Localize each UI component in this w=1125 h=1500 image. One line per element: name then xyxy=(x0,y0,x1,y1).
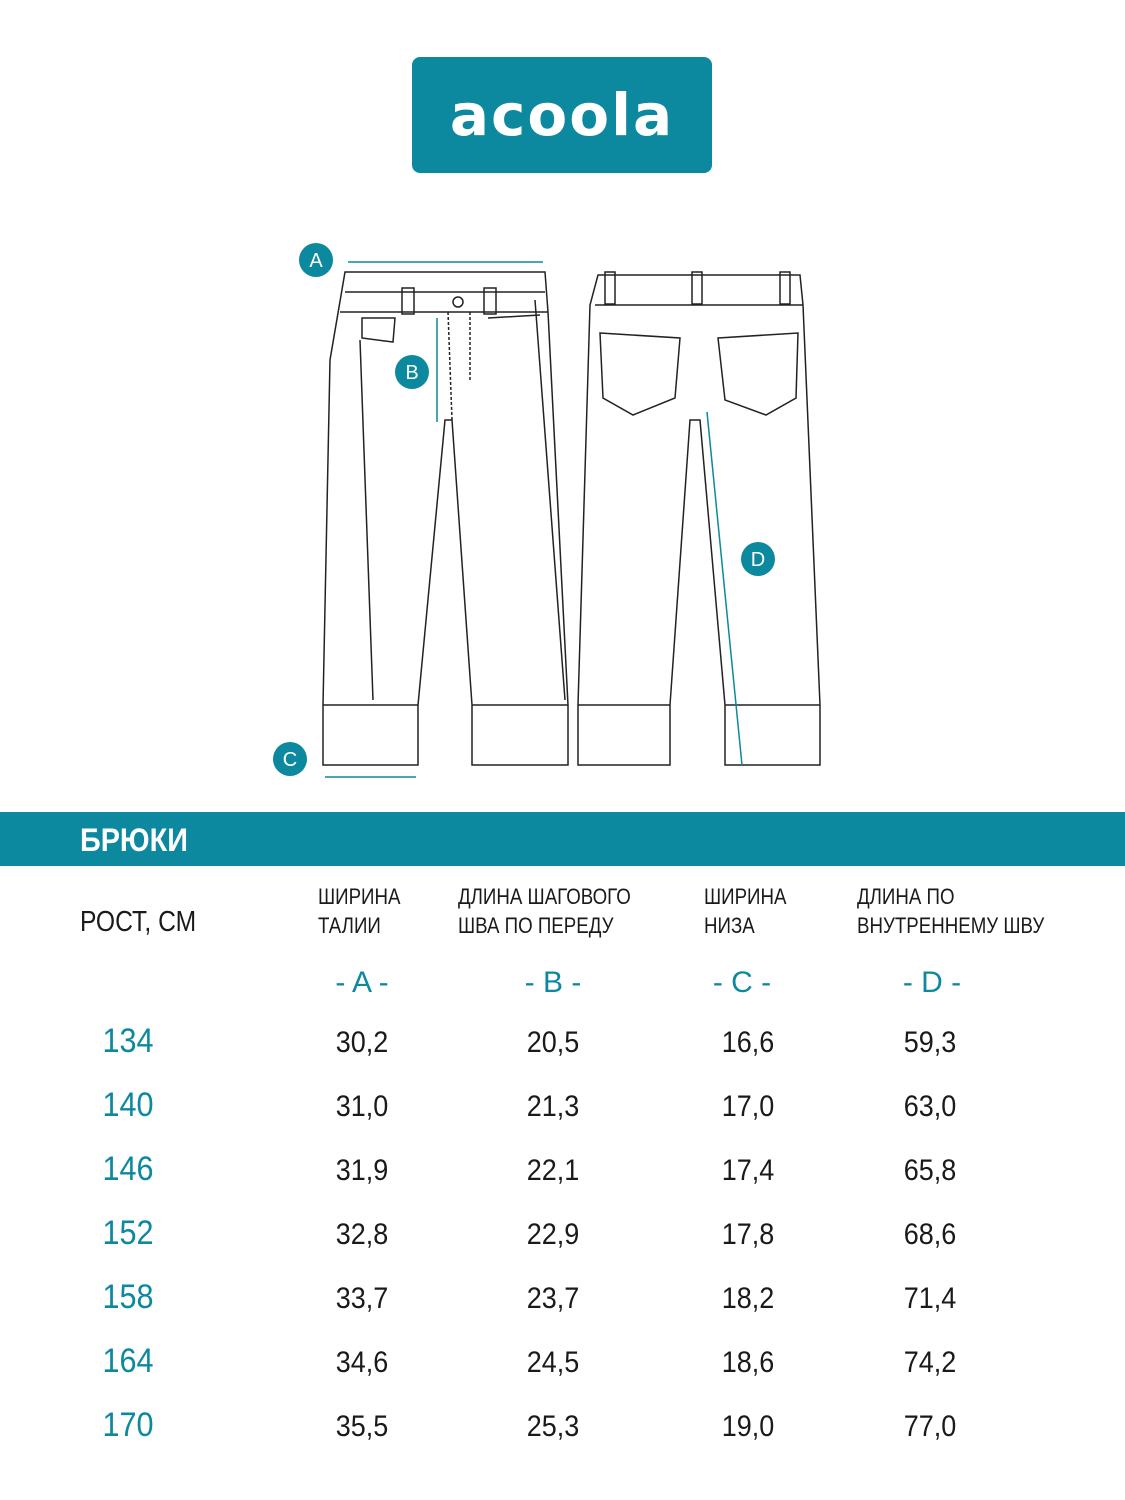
measurement-value: 33,7 xyxy=(335,1282,389,1315)
column-header-b: ДЛИНА ШАГОВОГО ШВА ПО ПЕРЕДУ xyxy=(458,884,631,938)
measurement-value: 16,6 xyxy=(721,1026,775,1059)
height-value: 164 xyxy=(102,1342,154,1380)
height-value: 140 xyxy=(102,1086,154,1124)
measurement-value: 18,2 xyxy=(721,1282,775,1315)
measurement-value: 65,8 xyxy=(903,1154,957,1187)
measurement-value: 30,2 xyxy=(335,1026,389,1059)
marker-c: C xyxy=(283,749,297,771)
column-header-c: ШИРИНА НИЗА xyxy=(704,884,787,938)
pants-technical-drawing: A B C D xyxy=(273,243,821,778)
measurement-value: 20,5 xyxy=(526,1026,580,1059)
column-letter-d: - D - xyxy=(902,966,962,999)
marker-a: A xyxy=(309,250,323,272)
section-band: БРЮКИ xyxy=(0,812,1125,866)
logo-text: acoola xyxy=(449,81,675,149)
measurement-value: 71,4 xyxy=(903,1282,957,1315)
height-value: 134 xyxy=(102,1022,154,1060)
measurement-value: 59,3 xyxy=(903,1026,957,1059)
measurement-value: 22,9 xyxy=(526,1218,580,1251)
column-letter-b: - B - xyxy=(524,966,582,999)
measurement-value: 17,4 xyxy=(721,1154,775,1187)
column-letter-a: - A - xyxy=(335,966,389,999)
measurement-value: 35,5 xyxy=(335,1410,389,1443)
measurement-value: 17,0 xyxy=(721,1090,775,1123)
measurement-value: 68,6 xyxy=(903,1218,957,1251)
measurement-value: 31,0 xyxy=(335,1090,389,1123)
measurement-value: 77,0 xyxy=(903,1410,957,1443)
measurement-value: 31,9 xyxy=(335,1154,389,1187)
height-value: 146 xyxy=(102,1150,154,1188)
marker-b: B xyxy=(405,362,418,384)
measurement-value: 19,0 xyxy=(721,1410,775,1443)
measurement-value: 74,2 xyxy=(903,1346,957,1379)
measurement-value: 32,8 xyxy=(335,1218,389,1251)
section-title: БРЮКИ xyxy=(80,822,188,858)
column-header-d: ДЛИНА ПО ВНУТРЕННЕМУ ШВУ xyxy=(857,884,1045,938)
measurement-value: 18,6 xyxy=(721,1346,775,1379)
height-header: РОСТ, СМ xyxy=(80,906,197,938)
height-value: 158 xyxy=(102,1278,154,1316)
column-header-a: ШИРИНА ТАЛИИ xyxy=(318,884,401,938)
measurement-value: 23,7 xyxy=(526,1282,580,1315)
measurement-value: 21,3 xyxy=(526,1090,580,1123)
height-value: 170 xyxy=(102,1406,154,1444)
measurement-value: 25,3 xyxy=(526,1410,580,1443)
measurement-value: 22,1 xyxy=(526,1154,580,1187)
marker-d: D xyxy=(751,549,765,571)
measurement-value: 24,5 xyxy=(526,1346,580,1379)
measurement-value: 34,6 xyxy=(335,1346,389,1379)
measurement-value: 63,0 xyxy=(903,1090,957,1123)
height-value: 152 xyxy=(102,1214,154,1252)
brand-logo: acoola xyxy=(412,57,712,173)
column-letter-c: - C - xyxy=(712,966,772,999)
measurement-value: 17,8 xyxy=(721,1218,775,1251)
back-pants-outline xyxy=(577,274,821,766)
front-pants-outline xyxy=(322,271,569,766)
